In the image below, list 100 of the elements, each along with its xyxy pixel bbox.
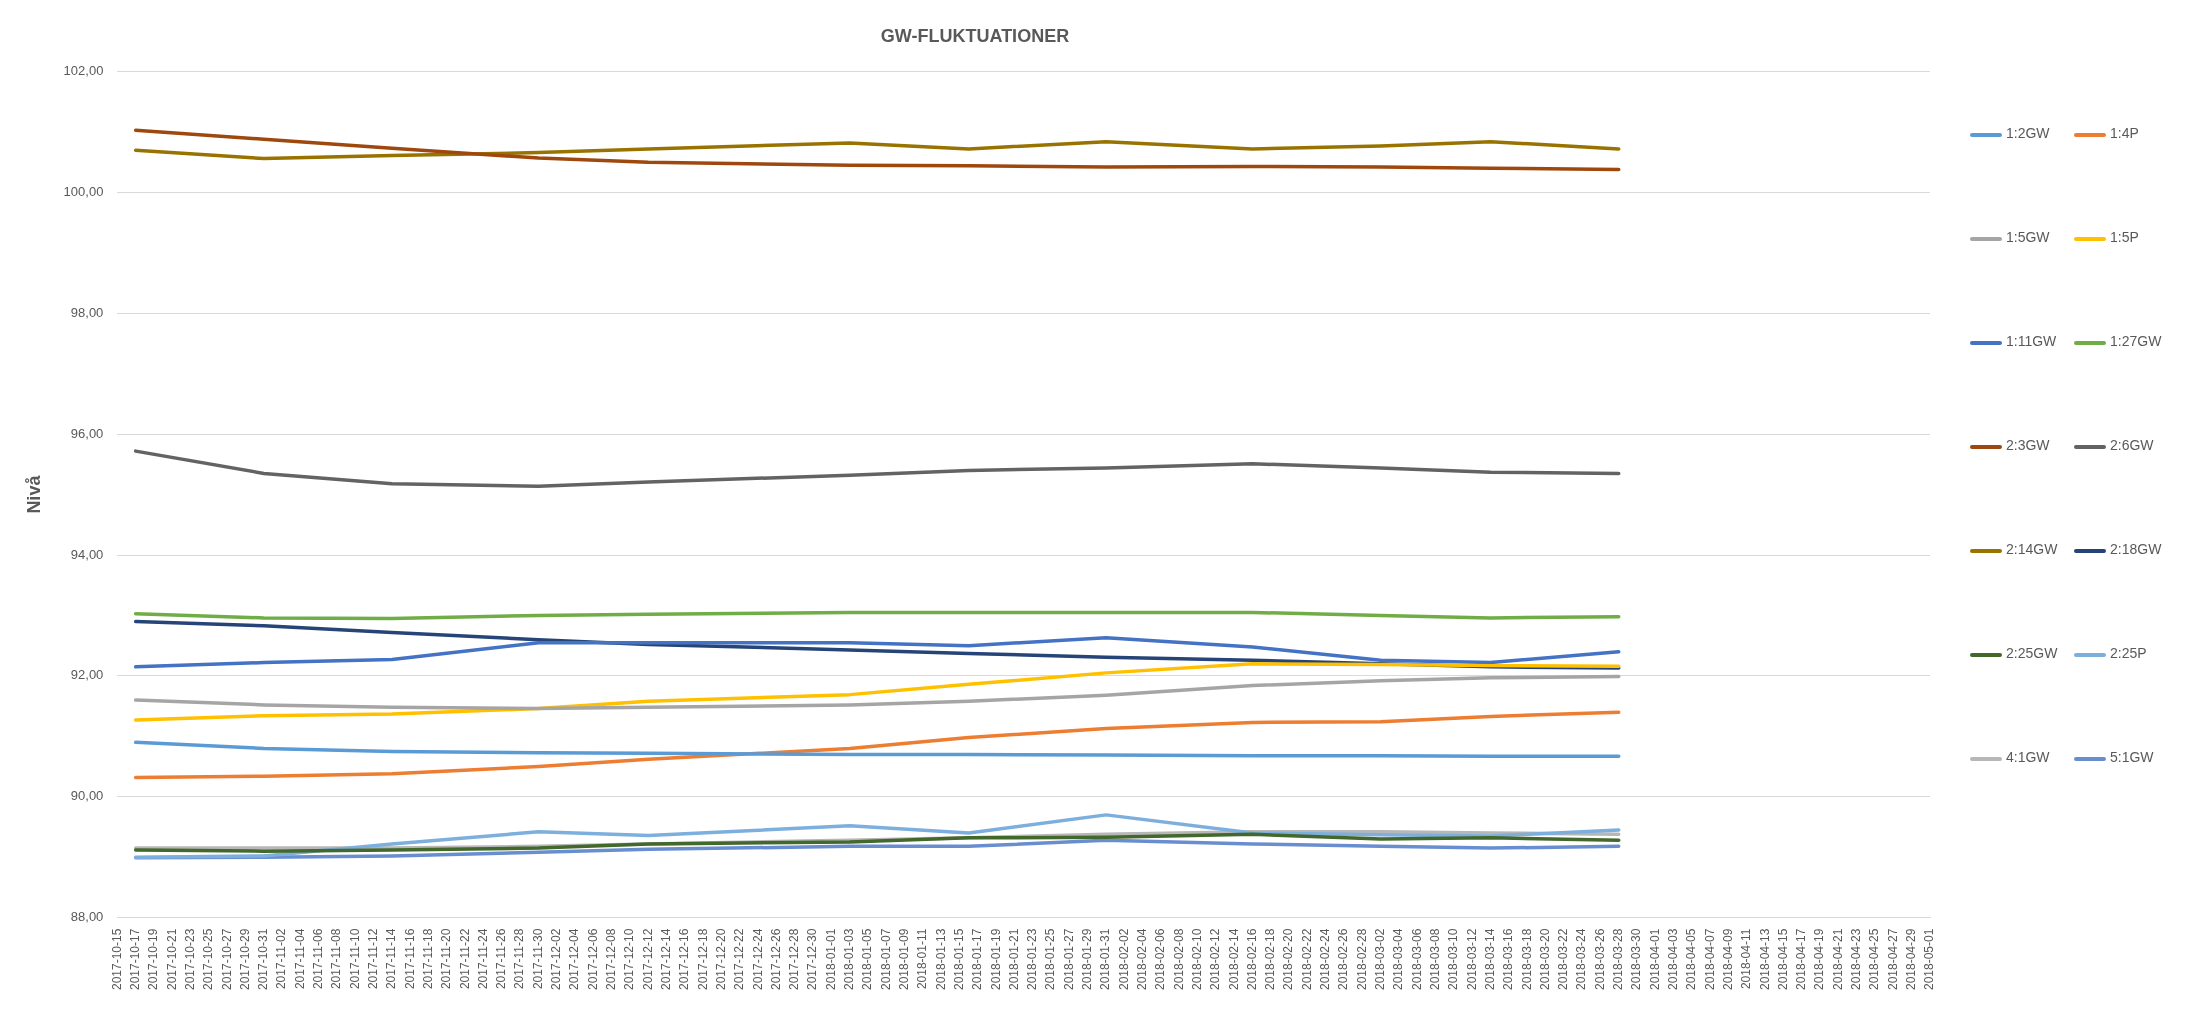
x-tick-label: 2018-04-07 [1702, 928, 1717, 991]
legend-label: 1:5P [2110, 229, 2139, 245]
x-tick-label: 2018-02-16 [1244, 928, 1259, 991]
x-tick-label: 2018-01-21 [1006, 928, 1021, 991]
x-tick-label: 2018-03-08 [1427, 928, 1442, 991]
legend-label: 1:27GW [2110, 333, 2162, 349]
x-tick-label: 2017-12-20 [713, 928, 728, 991]
x-tick-label: 2018-03-10 [1446, 928, 1461, 991]
x-tick-label: 2017-11-24 [475, 928, 490, 990]
x-tick-label: 2017-10-15 [109, 928, 124, 991]
x-tick-label: 2018-01-09 [896, 928, 911, 991]
x-tick-label: 2018-04-27 [1885, 928, 1900, 991]
x-tick-label: 2018-02-28 [1354, 928, 1369, 991]
x-tick-label: 2017-12-06 [585, 928, 600, 991]
x-tick-label: 2017-10-29 [237, 928, 252, 991]
legend-label: 1:2GW [2006, 125, 2050, 141]
x-tick-label: 2018-02-20 [1281, 928, 1296, 991]
x-tick-label: 2017-12-08 [604, 928, 619, 991]
x-tick-label: 2018-04-25 [1867, 928, 1882, 991]
x-tick-label: 2017-11-02 [274, 928, 289, 990]
x-tick-label: 2018-02-22 [1299, 928, 1314, 991]
x-tick-label: 2017-11-18 [420, 928, 435, 990]
x-tick-label: 2018-01-17 [970, 928, 985, 991]
legend-label: 4:1GW [2006, 749, 2050, 765]
x-tick-label: 2018-03-14 [1482, 928, 1497, 991]
x-tick-label: 2017-12-14 [658, 928, 673, 991]
x-tick-label: 2017-10-21 [164, 928, 179, 991]
x-tick-label: 2017-11-04 [292, 928, 307, 990]
x-tick-label: 2018-04-13 [1757, 928, 1772, 991]
x-tick-label: 2018-01-03 [842, 928, 857, 991]
x-tick-label: 2017-12-12 [640, 928, 655, 991]
x-tick-label: 2018-02-12 [1208, 928, 1223, 991]
legend-label: 1:5GW [2006, 229, 2050, 245]
x-tick-label: 2017-10-17 [127, 928, 142, 991]
x-tick-label: 2018-04-05 [1684, 928, 1699, 991]
x-tick-label: 2018-03-06 [1409, 928, 1424, 991]
x-tick-label: 2018-01-31 [1098, 928, 1113, 991]
x-tick-label: 2018-03-18 [1519, 928, 1534, 991]
x-tick-label: 2017-11-26 [494, 928, 509, 990]
x-tick-label: 2018-04-23 [1849, 928, 1864, 991]
x-tick-label: 2018-01-13 [933, 928, 948, 991]
y-tick-label: 98,00 [70, 304, 104, 320]
x-tick-label: 2017-12-16 [677, 928, 692, 991]
y-tick-label: 96,00 [70, 425, 104, 441]
x-tick-label: 2017-12-04 [567, 928, 582, 991]
x-tick-label: 2017-12-30 [805, 928, 820, 991]
legend-label: 2:18GW [2110, 541, 2162, 557]
legend-label: 1:11GW [2006, 333, 2057, 349]
x-tick-label: 2017-10-31 [256, 928, 271, 991]
legend-label: 2:25P [2110, 645, 2147, 661]
x-tick-label: 2018-01-27 [1061, 928, 1076, 991]
x-tick-label: 2018-03-22 [1556, 928, 1571, 991]
x-tick-label: 2017-11-06 [311, 928, 326, 990]
x-tick-label: 2018-02-04 [1135, 928, 1149, 991]
x-tick-label: 2018-01-15 [951, 928, 966, 991]
legend-label: 2:6GW [2110, 437, 2154, 453]
y-tick-label: 94,00 [70, 546, 104, 562]
x-tick-label: 2018-03-20 [1537, 928, 1552, 991]
x-tick-label: 2018-03-04 [1391, 928, 1406, 991]
x-tick-label: 2018-03-30 [1629, 928, 1644, 991]
legend-label: 2:14GW [2006, 541, 2058, 557]
x-tick-label: 2018-02-26 [1336, 928, 1351, 991]
x-tick-label: 2018-01-11 [915, 928, 930, 990]
x-tick-label: 2018-05-01 [1922, 928, 1937, 991]
x-tick-label: 2018-01-29 [1080, 928, 1095, 991]
x-tick-label: 2018-02-06 [1153, 928, 1168, 991]
x-tick-label: 2018-03-02 [1373, 928, 1388, 991]
x-tick-label: 2018-04-11 [1739, 928, 1754, 990]
x-tick-label: 2017-10-27 [219, 928, 234, 991]
x-tick-label: 2018-01-01 [823, 928, 838, 991]
x-tick-label: 2017-10-25 [201, 928, 216, 991]
x-tick-label: 2018-04-29 [1904, 928, 1918, 991]
y-tick-label: 88,00 [70, 909, 104, 925]
x-tick-label: 2017-11-10 [347, 928, 362, 990]
x-tick-label: 2018-03-28 [1611, 928, 1626, 991]
x-tick-label: 2017-11-14 [384, 928, 399, 990]
x-tick-label: 2018-03-26 [1592, 928, 1607, 991]
legend-label: 5:1GW [2110, 749, 2154, 765]
x-tick-label: 2018-02-10 [1189, 928, 1204, 991]
x-tick-label: 2018-02-02 [1116, 928, 1131, 991]
x-tick-label: 2018-04-09 [1720, 928, 1735, 991]
legend-label: 2:3GW [2006, 437, 2050, 453]
x-tick-label: 2017-12-18 [695, 928, 710, 991]
x-tick-label: 2017-12-10 [622, 928, 637, 991]
x-tick-label: 2017-10-23 [182, 928, 197, 991]
x-tick-label: 2018-04-21 [1830, 928, 1845, 991]
chart-title: GW-FLUKTUATIONER [880, 25, 1070, 46]
x-tick-label: 2017-11-12 [366, 928, 381, 990]
y-tick-label: 90,00 [70, 788, 104, 804]
y-tick-label: 102,00 [63, 63, 104, 79]
x-tick-label: 2018-02-18 [1263, 928, 1278, 991]
x-tick-label: 2018-02-14 [1226, 928, 1241, 991]
legend-label: 1:4P [2110, 125, 2139, 141]
x-tick-label: 2018-04-01 [1647, 928, 1662, 991]
y-tick-label: 92,00 [70, 667, 104, 683]
x-tick-label: 2017-11-16 [402, 928, 417, 990]
x-tick-label: 2017-12-22 [732, 928, 747, 991]
x-tick-label: 2018-03-24 [1574, 928, 1589, 991]
x-tick-label: 2018-02-24 [1318, 928, 1333, 991]
x-tick-label: 2017-11-22 [457, 928, 472, 990]
